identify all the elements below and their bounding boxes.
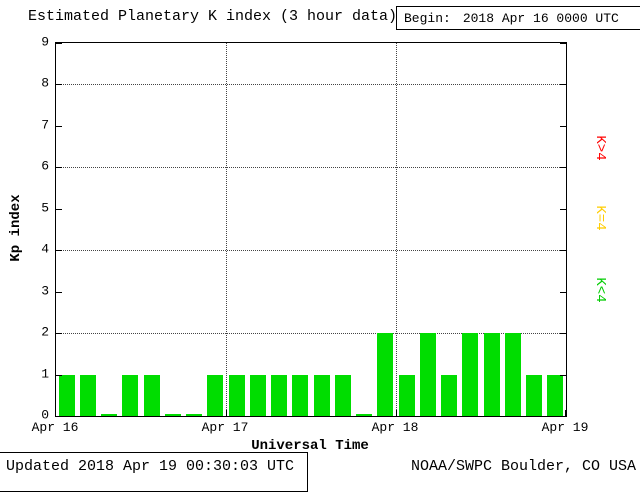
kp-bar bbox=[249, 374, 266, 416]
v-gridline bbox=[226, 43, 227, 416]
begin-label: Begin: bbox=[404, 10, 451, 26]
y-tick bbox=[560, 125, 566, 127]
y-tick bbox=[56, 416, 62, 417]
legend-item-k4: K=4 bbox=[592, 205, 608, 231]
y-tick bbox=[560, 416, 566, 417]
kp-bar bbox=[356, 414, 373, 416]
x-tick-label: Apr 18 bbox=[371, 420, 419, 435]
y-tick bbox=[560, 43, 566, 44]
y-tick-label: 9 bbox=[41, 34, 49, 50]
y-tick bbox=[560, 374, 566, 376]
y-axis-label: Kp index bbox=[8, 194, 24, 262]
y-tick bbox=[56, 43, 62, 44]
x-tick-label: Apr 17 bbox=[201, 420, 249, 435]
y-tick bbox=[56, 167, 62, 169]
y-tick-label: 0 bbox=[41, 407, 49, 423]
y-tick bbox=[560, 208, 566, 210]
y-tick-label: 1 bbox=[41, 366, 49, 382]
kp-bar bbox=[271, 374, 288, 416]
y-tick-label: 3 bbox=[41, 283, 49, 299]
y-tick bbox=[56, 84, 62, 86]
kp-bar bbox=[526, 374, 543, 416]
y-tick bbox=[56, 291, 62, 293]
h-gridline bbox=[56, 250, 566, 252]
kp-bar bbox=[58, 374, 75, 416]
x-tick bbox=[565, 410, 566, 416]
kp-bar bbox=[79, 374, 96, 416]
y-tick bbox=[560, 84, 566, 86]
y-tick bbox=[560, 250, 566, 252]
kp-index-chart-page: { "chart_data": { "type": "bar", "title"… bbox=[0, 6, 640, 492]
kp-bar bbox=[313, 374, 330, 416]
v-gridline bbox=[396, 43, 397, 416]
x-tick-label: Apr 19 bbox=[541, 420, 589, 435]
y-tick-label: 2 bbox=[41, 324, 49, 340]
kp-bar bbox=[419, 333, 436, 416]
y-tick-label: 8 bbox=[41, 75, 49, 91]
legend-item-k4: K>4 bbox=[592, 135, 608, 161]
kp-bar bbox=[504, 333, 521, 416]
y-tick bbox=[560, 167, 566, 169]
h-gridline bbox=[56, 167, 566, 169]
kp-bar bbox=[483, 333, 500, 416]
begin-value: 2018 Apr 16 0000 UTC bbox=[462, 10, 619, 26]
y-tick bbox=[56, 208, 62, 210]
kp-bar bbox=[143, 374, 160, 416]
kp-bar bbox=[207, 374, 224, 416]
chart-title: Estimated Planetary K index (3 hour data… bbox=[28, 8, 398, 25]
x-tick bbox=[226, 410, 227, 416]
kp-bar bbox=[122, 374, 139, 416]
y-tick bbox=[560, 291, 566, 293]
kp-bar bbox=[186, 414, 203, 416]
y-tick-label: 6 bbox=[41, 158, 49, 174]
begin-box: Begin: 2018 Apr 16 0000 UTC bbox=[396, 6, 640, 30]
y-tick-label: 5 bbox=[41, 200, 49, 216]
plot-area bbox=[55, 42, 567, 417]
kp-bar bbox=[292, 374, 309, 416]
y-tick bbox=[56, 125, 62, 127]
updated-timestamp: Updated 2018 Apr 19 00:30:03 UTC bbox=[6, 458, 295, 475]
y-tick bbox=[56, 333, 62, 335]
kp-bar bbox=[377, 333, 394, 416]
kp-bar bbox=[101, 414, 118, 416]
x-tick bbox=[396, 410, 397, 416]
x-axis-label: Universal Time bbox=[251, 438, 369, 454]
legend-item-k4: K<4 bbox=[592, 277, 608, 303]
kp-bar bbox=[334, 374, 351, 416]
kp-bar bbox=[228, 374, 245, 416]
x-tick-label: Apr 16 bbox=[31, 420, 79, 435]
h-gridline bbox=[56, 333, 566, 335]
y-tick bbox=[56, 374, 62, 376]
kp-bar bbox=[398, 374, 415, 416]
kp-bar bbox=[164, 414, 181, 416]
kp-bar bbox=[547, 374, 564, 416]
source-credit: NOAA/SWPC Boulder, CO USA bbox=[410, 458, 636, 475]
y-tick bbox=[56, 250, 62, 252]
y-tick-label: 4 bbox=[41, 241, 49, 257]
y-tick bbox=[560, 333, 566, 335]
h-gridline bbox=[56, 84, 566, 86]
y-tick-label: 7 bbox=[41, 117, 49, 133]
kp-bar bbox=[441, 374, 458, 416]
kp-bar bbox=[462, 333, 479, 416]
